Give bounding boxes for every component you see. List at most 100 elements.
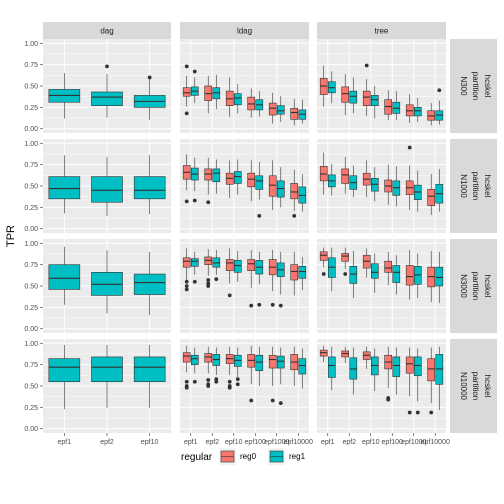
outlier-point xyxy=(147,75,152,80)
box-iqr xyxy=(225,259,234,271)
box-iqr xyxy=(268,102,277,116)
box-epf100-reg1 xyxy=(255,346,264,386)
box-epf10000-reg1 xyxy=(435,251,444,304)
box-iqr xyxy=(268,175,277,197)
outlier-point xyxy=(184,287,189,292)
outlier-point xyxy=(270,302,275,307)
row-label-partition: partition xyxy=(471,372,480,400)
box-epf2-reg1 xyxy=(91,156,123,216)
box-epf10000-reg1 xyxy=(435,88,444,125)
row-strip-N10000 xyxy=(450,339,497,433)
outlier-point xyxy=(257,302,262,307)
box-iqr xyxy=(392,265,401,283)
box-epf1-reg0 xyxy=(182,345,191,390)
y-tick-label: 0.25 xyxy=(24,305,38,312)
x-tick-label: epf1000 xyxy=(401,439,426,446)
panel-tree-N10000 xyxy=(317,339,446,433)
box-epf1-reg1 xyxy=(48,155,81,214)
box-iqr xyxy=(290,264,299,281)
box-iqr xyxy=(233,260,242,273)
panel-dag-N10000 xyxy=(43,339,171,433)
box-epf1000-reg0 xyxy=(268,250,277,307)
outlier-point xyxy=(192,279,197,284)
facet-label-dag: dag xyxy=(100,27,113,36)
box-iqr xyxy=(413,356,422,377)
row-label-n: N300 xyxy=(459,76,468,96)
box-iqr xyxy=(182,87,191,97)
box-iqr xyxy=(290,107,299,120)
row-label-hcskel: hcskel xyxy=(483,375,492,398)
outlier-point xyxy=(364,63,369,68)
box-iqr xyxy=(247,259,256,271)
box-epf10000-reg0 xyxy=(290,98,299,126)
box-epf10-reg0 xyxy=(225,248,234,298)
row-label-n: N3000 xyxy=(459,274,468,298)
box-epf1000-reg0 xyxy=(268,160,277,210)
y-tick-label: 0.25 xyxy=(24,405,38,412)
outlier-point xyxy=(278,401,283,405)
x-tick-label: epf1 xyxy=(184,439,198,446)
box-epf10-reg0 xyxy=(362,248,371,278)
row-label-n: N10000 xyxy=(459,372,468,401)
box-epf10000-reg1 xyxy=(435,168,444,212)
box-epf1-reg1 xyxy=(190,69,199,104)
outlier-point xyxy=(206,378,211,382)
panel-dag-N3000 xyxy=(43,239,171,333)
row-label-hcskel: hcskel xyxy=(483,275,492,298)
box-epf100-reg0 xyxy=(384,251,393,286)
outlier-point xyxy=(105,64,109,69)
box-epf100-reg0 xyxy=(384,346,393,402)
y-tick-label: 1.00 xyxy=(24,41,38,48)
box-epf1000-reg1 xyxy=(413,348,422,415)
y-tick-label: 0.00 xyxy=(24,426,38,433)
box-epf2-reg1 xyxy=(349,77,358,114)
box-epf2-reg0 xyxy=(341,74,350,116)
outlier-point xyxy=(278,303,283,308)
y-tick-label: 0.25 xyxy=(24,105,38,112)
box-epf1-reg0 xyxy=(182,154,191,204)
y-tick-label: 1.00 xyxy=(24,141,38,148)
panel-ldag-N1000 xyxy=(180,139,309,233)
x-tick-label: epf100 xyxy=(382,439,404,446)
box-epf1000-reg0 xyxy=(405,94,414,123)
box-iqr xyxy=(182,352,191,363)
panel-dag-N300 xyxy=(43,39,171,133)
outlier-point xyxy=(257,214,262,218)
box-iqr xyxy=(48,264,81,290)
box-epf1000-reg1 xyxy=(276,251,285,308)
box-epf1000-reg1 xyxy=(413,253,422,298)
box-epf100-reg0 xyxy=(247,250,256,308)
box-epf2-reg0 xyxy=(204,157,213,205)
panel-dag-N1000 xyxy=(43,139,171,233)
outlier-point xyxy=(415,410,420,415)
y-tick-label: 0.50 xyxy=(24,384,38,391)
y-tick-label: 1.00 xyxy=(24,241,38,248)
outlier-point xyxy=(321,272,326,276)
box-epf10-reg1 xyxy=(370,167,379,202)
box-iqr xyxy=(255,175,264,190)
box-epf2-reg1 xyxy=(212,250,221,282)
y-tick-label: 0.75 xyxy=(24,262,38,269)
box-iqr xyxy=(427,358,436,382)
box-epf100-reg1 xyxy=(255,251,264,307)
box-epf100-reg1 xyxy=(392,166,401,207)
outlier-point xyxy=(184,64,189,69)
row-label-n: N1000 xyxy=(459,174,468,198)
box-epf100-reg0 xyxy=(247,88,256,118)
box-epf10-reg1 xyxy=(233,250,242,282)
outlier-point xyxy=(227,385,232,390)
box-epf10-reg1 xyxy=(133,344,166,409)
legend-title: regular xyxy=(181,452,213,463)
panel-tree-N1000 xyxy=(317,139,446,233)
box-epf1000-reg0 xyxy=(268,346,277,403)
row-label-hcskel: hcskel xyxy=(483,75,492,98)
y-tick-label: 0.25 xyxy=(24,205,38,212)
box-iqr xyxy=(362,90,371,106)
outlier-point xyxy=(206,284,211,288)
box-iqr xyxy=(298,358,307,375)
box-epf100-reg1 xyxy=(392,255,401,295)
y-tick-label: 0.00 xyxy=(24,126,38,133)
box-iqr xyxy=(349,90,358,104)
box-epf10-reg0 xyxy=(225,346,234,390)
outlier-point xyxy=(343,272,348,276)
